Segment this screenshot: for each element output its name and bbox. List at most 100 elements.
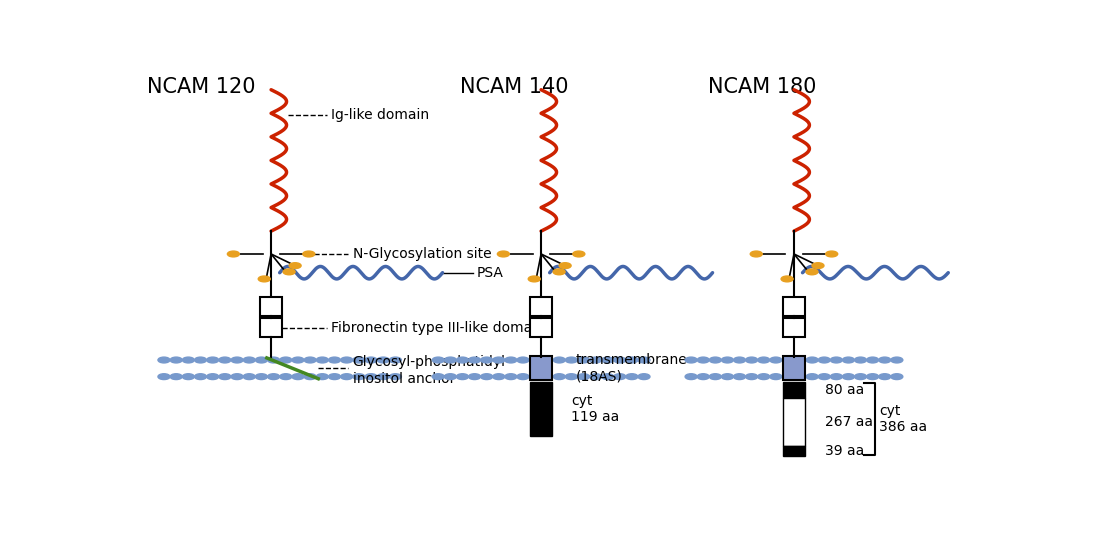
Circle shape (341, 357, 353, 363)
Circle shape (879, 357, 890, 363)
Bar (783, 446, 805, 456)
Circle shape (243, 357, 255, 363)
Circle shape (228, 251, 239, 257)
Circle shape (268, 374, 280, 380)
Circle shape (843, 357, 855, 363)
Circle shape (553, 269, 565, 275)
Circle shape (818, 357, 831, 363)
Circle shape (879, 374, 890, 380)
Bar (260, 297, 282, 316)
Text: Fibronectin type III-like domain: Fibronectin type III-like domain (331, 321, 545, 335)
Circle shape (292, 357, 304, 363)
Text: N-Glycosylation site: N-Glycosylation site (353, 247, 491, 261)
Circle shape (195, 374, 207, 380)
Circle shape (289, 263, 301, 268)
Circle shape (781, 276, 793, 282)
Circle shape (565, 374, 577, 380)
Circle shape (481, 374, 492, 380)
Circle shape (697, 374, 709, 380)
Circle shape (890, 374, 902, 380)
Circle shape (685, 357, 697, 363)
Circle shape (553, 357, 565, 363)
Circle shape (577, 374, 589, 380)
Circle shape (158, 357, 170, 363)
Circle shape (389, 357, 401, 363)
Circle shape (158, 374, 170, 380)
Circle shape (243, 374, 255, 380)
Circle shape (328, 374, 341, 380)
Bar (530, 356, 552, 380)
Circle shape (560, 263, 571, 268)
Text: cyt
386 aa: cyt 386 aa (879, 404, 927, 434)
Text: NCAM 180: NCAM 180 (708, 77, 816, 97)
Text: NCAM 120: NCAM 120 (147, 77, 255, 97)
Circle shape (182, 357, 195, 363)
Circle shape (481, 357, 492, 363)
Circle shape (255, 357, 268, 363)
Bar (783, 398, 805, 446)
Text: 80 aa: 80 aa (825, 383, 864, 397)
Circle shape (493, 357, 504, 363)
Circle shape (207, 374, 219, 380)
Circle shape (745, 374, 758, 380)
Circle shape (258, 276, 270, 282)
Circle shape (733, 374, 745, 380)
Bar (530, 382, 552, 436)
Text: 267 aa: 267 aa (825, 415, 873, 429)
Circle shape (304, 374, 316, 380)
Text: PSA: PSA (477, 266, 503, 280)
Text: 39 aa: 39 aa (825, 444, 864, 458)
Circle shape (589, 357, 602, 363)
Bar (530, 297, 552, 316)
Circle shape (304, 357, 316, 363)
Circle shape (353, 357, 365, 363)
Circle shape (231, 357, 243, 363)
Circle shape (170, 374, 182, 380)
Circle shape (806, 374, 818, 380)
Circle shape (855, 374, 866, 380)
Circle shape (219, 374, 231, 380)
Circle shape (328, 357, 341, 363)
Circle shape (280, 374, 292, 380)
Bar (783, 356, 805, 380)
Circle shape (377, 357, 389, 363)
Circle shape (697, 357, 709, 363)
Circle shape (504, 374, 517, 380)
Circle shape (377, 374, 389, 380)
Circle shape (770, 374, 782, 380)
Circle shape (517, 357, 529, 363)
Text: Glycosyl-phosphatidyl-
inositol anchor: Glycosyl-phosphatidyl- inositol anchor (353, 355, 510, 386)
Bar (783, 382, 805, 398)
Circle shape (268, 357, 280, 363)
Circle shape (219, 357, 231, 363)
Circle shape (292, 374, 304, 380)
Circle shape (353, 374, 365, 380)
Circle shape (602, 357, 614, 363)
Circle shape (182, 374, 195, 380)
Circle shape (432, 374, 445, 380)
Circle shape (517, 374, 529, 380)
Circle shape (457, 374, 469, 380)
Circle shape (806, 269, 818, 275)
Circle shape (638, 357, 650, 363)
Circle shape (818, 374, 831, 380)
Circle shape (867, 374, 878, 380)
Circle shape (573, 251, 585, 257)
Circle shape (389, 374, 401, 380)
Circle shape (745, 357, 758, 363)
Circle shape (493, 374, 504, 380)
Circle shape (750, 251, 762, 257)
Circle shape (255, 374, 268, 380)
Circle shape (432, 357, 445, 363)
Circle shape (826, 251, 837, 257)
Circle shape (831, 357, 843, 363)
Circle shape (365, 374, 377, 380)
Circle shape (589, 374, 602, 380)
Circle shape (602, 374, 614, 380)
Circle shape (855, 357, 866, 363)
Circle shape (469, 357, 480, 363)
Circle shape (365, 357, 377, 363)
Circle shape (231, 374, 243, 380)
Bar (783, 297, 805, 316)
Text: Ig-like domain: Ig-like domain (331, 107, 429, 122)
